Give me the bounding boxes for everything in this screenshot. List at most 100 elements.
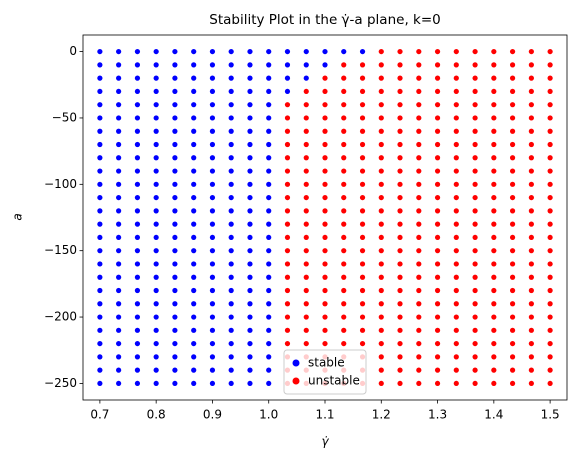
point [472, 340, 478, 347]
point [322, 181, 328, 187]
point [228, 221, 234, 227]
point [191, 88, 197, 95]
point [153, 48, 159, 55]
point [378, 155, 384, 161]
x-tick-label: 1.3 [428, 408, 447, 422]
point [228, 367, 234, 373]
point [397, 234, 403, 241]
point [416, 155, 422, 161]
point [378, 208, 384, 214]
point [116, 274, 122, 280]
point [453, 168, 459, 174]
point [191, 248, 197, 254]
point [453, 115, 459, 121]
point [416, 168, 422, 174]
point [247, 248, 253, 254]
point [134, 75, 141, 81]
point [191, 367, 197, 373]
point [116, 234, 122, 241]
point [547, 367, 553, 373]
point [378, 115, 384, 121]
point [547, 194, 553, 201]
point [172, 367, 178, 373]
point [397, 155, 403, 161]
point [228, 248, 234, 254]
point [341, 102, 347, 108]
point [228, 314, 234, 320]
point [416, 354, 422, 360]
point [97, 287, 103, 294]
point [284, 261, 291, 267]
point [153, 168, 159, 174]
x-tick-label: 1.4 [484, 408, 503, 422]
point [491, 248, 497, 254]
point [434, 248, 441, 254]
point [228, 168, 234, 174]
point [434, 354, 441, 360]
point [509, 221, 516, 227]
point [209, 274, 216, 280]
point [397, 301, 403, 307]
point [509, 301, 516, 307]
point [266, 221, 272, 227]
point [134, 62, 141, 68]
point [416, 234, 422, 241]
point [359, 141, 366, 148]
point [472, 314, 478, 320]
point [416, 62, 422, 68]
point [341, 314, 347, 320]
point [303, 168, 309, 174]
point [191, 62, 197, 68]
point [247, 88, 253, 95]
point [472, 301, 478, 307]
point [341, 221, 347, 227]
point [547, 287, 553, 294]
point [116, 194, 122, 201]
point [284, 115, 291, 121]
point [322, 221, 328, 227]
point [209, 48, 216, 55]
point [547, 221, 553, 227]
point [434, 88, 441, 95]
point [472, 115, 478, 121]
point [266, 340, 272, 347]
point [172, 261, 178, 267]
point [303, 155, 309, 161]
point [284, 314, 291, 320]
point [491, 354, 497, 360]
point [491, 380, 497, 387]
point [453, 141, 459, 148]
point [247, 327, 253, 333]
point [284, 102, 291, 108]
point [434, 367, 441, 373]
point [416, 221, 422, 227]
point [341, 327, 347, 333]
point [134, 248, 141, 254]
point [191, 234, 197, 241]
point [491, 88, 497, 95]
point [97, 128, 103, 134]
point [547, 327, 553, 333]
point [509, 314, 516, 320]
point [116, 314, 122, 320]
point [509, 274, 516, 280]
point [341, 168, 347, 174]
point [247, 234, 253, 241]
point [266, 261, 272, 267]
point [359, 261, 366, 267]
point [491, 48, 497, 55]
point [284, 234, 291, 241]
point [491, 62, 497, 68]
point [528, 102, 534, 108]
point [528, 168, 534, 174]
point [491, 141, 497, 148]
point [322, 340, 328, 347]
point [134, 141, 141, 148]
point [209, 194, 216, 201]
point [397, 314, 403, 320]
point [303, 181, 309, 187]
point [397, 194, 403, 201]
point [228, 194, 234, 201]
point [509, 181, 516, 187]
